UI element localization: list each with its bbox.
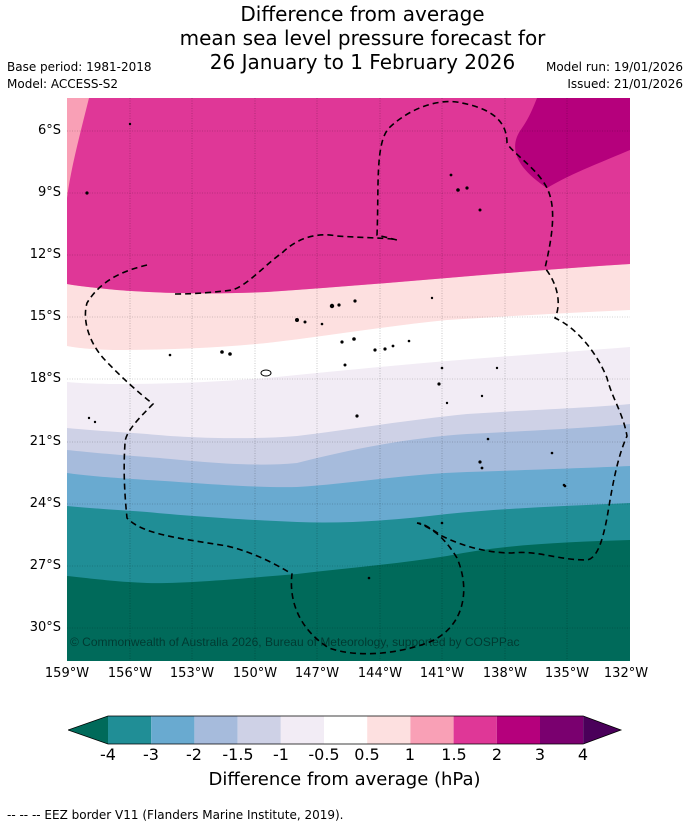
colorbar-swatch-8 (410, 716, 454, 744)
copyright-text: © Commonwealth of Australia 2026, Bureau… (70, 635, 520, 649)
model-run: Model run: 19/01/2026 (545, 60, 683, 74)
lon-label-147w: 147°W (294, 666, 340, 681)
colorbar-tick: -3 (143, 745, 159, 764)
map-panel: © Commonwealth of Australia 2026, Bureau… (67, 98, 630, 661)
colorbar-swatch-2 (151, 716, 195, 744)
colorbar-swatch-4 (237, 716, 281, 744)
lat-label-21s: 21°S (29, 434, 61, 449)
colorbar-tick: -2 (186, 745, 202, 764)
colorbar-tick: 1 (404, 745, 416, 764)
map-svg: © Commonwealth of Australia 2026, Bureau… (67, 98, 630, 661)
eez-border-west (84, 264, 465, 655)
colorbar-swatch-10 (496, 716, 540, 744)
lat-label-30s: 30°S (29, 620, 61, 635)
lat-label-18s: 18°S (29, 371, 61, 386)
colorbar-tick: 4 (577, 745, 589, 764)
colorbar-swatch-11 (540, 716, 584, 744)
lat-label-15s: 15°S (29, 309, 61, 324)
colorbar-swatch-1 (108, 716, 152, 744)
lon-label-150w: 150°W (232, 666, 278, 681)
lon-label-132w: 132°W (603, 666, 649, 681)
colorbar-tick: -0.5 (308, 745, 340, 764)
chart-title: Difference from average mean sea level p… (0, 2, 690, 74)
eez-legend-note: -- -- -- EEZ border V11 (Flanders Marine… (7, 808, 344, 822)
colorbar-tick: -1 (273, 745, 289, 764)
meta-left: Base period: 1981-2018 Model: ACCESS-S2 (7, 59, 152, 93)
lon-label-141w: 141°W (419, 666, 465, 681)
title-line-2: mean sea level pressure forecast for (179, 26, 546, 50)
colorbar-swatch-9 (453, 716, 497, 744)
colorbar-label: Difference from average (hPa) (208, 769, 481, 790)
lon-label-156w: 156°W (107, 666, 153, 681)
colorbar-tick: 0.5 (354, 745, 380, 764)
title-line-1: Difference from average (240, 2, 485, 26)
colorbar (66, 714, 624, 750)
band-2-to-3 (515, 98, 630, 188)
lon-label-135w: 135°W (544, 666, 590, 681)
colorbar-tick: -1.5 (222, 745, 254, 764)
colorbar-swatch-7 (367, 716, 411, 744)
lon-label-138w: 138°W (482, 666, 528, 681)
colorbar-tick: 3 (534, 745, 546, 764)
colorbar-swatch-6 (324, 716, 368, 744)
lon-label-159w: 159°W (44, 666, 90, 681)
lat-label-12s: 12°S (29, 247, 61, 262)
island-lagoon (260, 369, 272, 377)
colorbar-swatch-3 (194, 716, 238, 744)
colorbar-tick: 2 (491, 745, 503, 764)
colorbar-swatch-lt-minus4 (68, 716, 108, 744)
meta-right: Model run: 19/01/2026 Issued: 21/01/2026 (546, 59, 683, 93)
lat-label-6s: 6°S (37, 123, 61, 138)
lat-label-24s: 24°S (29, 496, 61, 511)
title-line-3: 26 January to 1 February 2026 (209, 50, 516, 74)
model-name: Model: ACCESS-S2 (7, 77, 119, 91)
lon-label-144w: 144°W (357, 666, 403, 681)
colorbar-svg (66, 715, 623, 745)
colorbar-swatch-5 (280, 716, 324, 744)
lat-label-27s: 27°S (29, 558, 61, 573)
colorbar-swatch-gt-4 (583, 716, 621, 744)
band-1p5-to-2 (67, 98, 630, 294)
eez-borders (84, 100, 628, 655)
colorbar-tick: -4 (100, 745, 116, 764)
issued-date: Issued: 21/01/2026 (567, 77, 683, 91)
lon-label-153w: 153°W (169, 666, 215, 681)
islands (85, 122, 567, 580)
eez-border-east (174, 100, 628, 561)
colorbar-tick: 1.5 (441, 745, 467, 764)
lat-label-9s: 9°S (37, 185, 61, 200)
base-period: Base period: 1981-2018 (7, 60, 152, 74)
colorbar-outline (66, 715, 623, 745)
